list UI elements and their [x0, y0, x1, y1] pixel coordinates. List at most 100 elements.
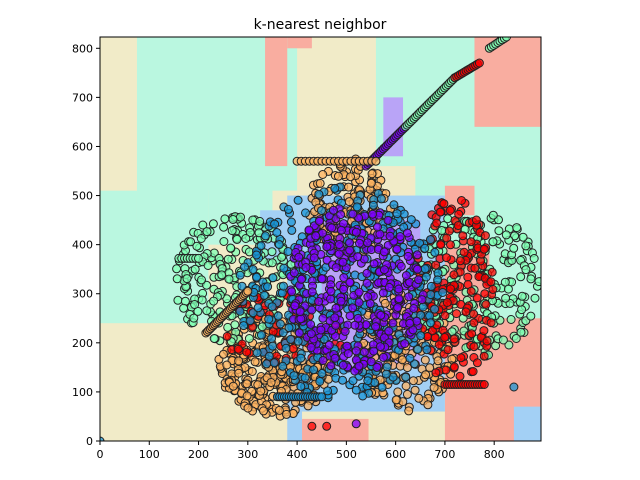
- point-purple: [385, 231, 395, 241]
- point-red: [479, 380, 489, 389]
- point-red: [469, 309, 479, 319]
- point-purple: [378, 288, 388, 298]
- point-green: [526, 274, 536, 284]
- point-green: [228, 215, 238, 224]
- point-blue: [315, 377, 325, 386]
- point-orange: [371, 156, 381, 166]
- point-orange: [410, 385, 420, 395]
- point-purple: [318, 313, 328, 323]
- point-purple: [336, 225, 346, 235]
- point-green: [530, 293, 540, 303]
- point-red: [453, 221, 463, 230]
- point-purple: [331, 320, 341, 330]
- point-red: [442, 298, 452, 307]
- point-blue: [368, 200, 378, 210]
- x-axis: 0 100 200 300 400 500 600 700 800: [97, 441, 505, 461]
- point-red: [307, 421, 317, 431]
- point-blue: [252, 348, 262, 358]
- point-blue: [263, 282, 273, 292]
- point-blue: [281, 343, 291, 353]
- point-green: [277, 252, 287, 262]
- point-green: [217, 270, 227, 280]
- point-green: [521, 241, 531, 251]
- point-red: [233, 344, 243, 354]
- point-blue: [296, 353, 306, 363]
- point-purple: [351, 227, 361, 237]
- point-red: [443, 345, 453, 355]
- point-red: [470, 263, 480, 273]
- point-red: [469, 342, 479, 352]
- point-red: [452, 309, 461, 319]
- point-blue: [351, 385, 361, 395]
- point-blue: [401, 372, 411, 382]
- point-blue: [406, 215, 416, 225]
- point-orange: [421, 370, 431, 380]
- point-orange: [397, 355, 407, 365]
- point-red: [487, 267, 497, 277]
- point-green: [227, 226, 237, 236]
- point-purple: [355, 238, 364, 248]
- point-blue: [286, 217, 296, 227]
- point-purple: [417, 295, 427, 305]
- point-red: [322, 421, 332, 431]
- point-purple: [295, 307, 305, 317]
- point-green: [197, 275, 206, 285]
- point-green: [192, 241, 202, 251]
- point-orange: [414, 393, 424, 403]
- point-red: [466, 237, 476, 247]
- point-purple: [330, 353, 340, 363]
- point-blue: [293, 336, 303, 346]
- point-orange: [234, 356, 244, 366]
- point-red: [222, 331, 232, 341]
- point-red: [456, 353, 466, 363]
- chart-title: k-nearest neighbor: [254, 17, 387, 33]
- point-blue: [433, 275, 443, 285]
- point-purple: [339, 273, 349, 282]
- x-tick-label: 700: [434, 448, 455, 461]
- point-green: [209, 296, 219, 306]
- x-tick-label: 500: [336, 448, 357, 461]
- x-tick-label: 400: [287, 448, 308, 461]
- point-purple: [368, 209, 377, 219]
- point-green: [267, 247, 277, 257]
- point-green: [516, 272, 526, 282]
- point-red: [463, 272, 473, 282]
- point-blue: [420, 243, 430, 253]
- point-red: [454, 209, 464, 219]
- point-blue: [278, 328, 288, 338]
- point-blue: [314, 189, 324, 199]
- point-orange: [425, 363, 435, 373]
- point-red: [469, 318, 479, 328]
- point-green: [202, 306, 212, 316]
- point-green: [504, 340, 514, 350]
- point-blue: [262, 359, 272, 369]
- point-blue: [259, 290, 269, 300]
- point-purple: [394, 294, 404, 304]
- point-orange: [243, 403, 253, 413]
- point-purple: [304, 225, 314, 235]
- point-blue: [363, 376, 373, 386]
- point-purple: [351, 419, 361, 429]
- point-purple: [400, 339, 410, 349]
- point-red: [434, 340, 444, 350]
- point-purple: [328, 205, 338, 215]
- point-blue: [296, 382, 306, 391]
- point-green: [202, 227, 212, 237]
- point-green: [194, 253, 203, 263]
- point-green: [202, 280, 212, 290]
- point-red: [481, 300, 491, 309]
- point-orange: [423, 400, 433, 410]
- point-red: [455, 256, 465, 266]
- point-orange: [344, 197, 354, 207]
- point-green: [190, 300, 200, 309]
- point-red: [441, 253, 451, 263]
- point-blue: [264, 314, 274, 324]
- point-purple: [314, 297, 324, 306]
- point-orange: [274, 405, 284, 415]
- y-tick-label: 200: [72, 337, 93, 350]
- point-green: [208, 219, 218, 229]
- point-green: [173, 295, 183, 305]
- point-purple: [379, 247, 389, 257]
- point-purple: [350, 320, 360, 330]
